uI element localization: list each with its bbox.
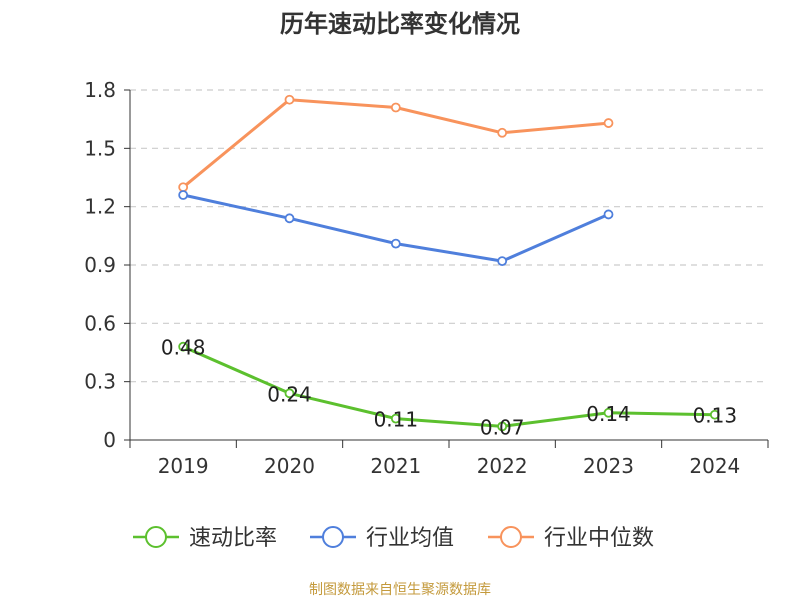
legend-item: 速动比率 [133,526,277,551]
legend: 速动比率 行业均值 行业中位数 [133,526,654,551]
data-labels: 0.48 0.24 0.11 0.07 0.14 0.13 [161,336,737,440]
data-point [390,238,401,249]
series-lines [178,94,720,432]
legend-swatch-marker [322,526,344,548]
data-label: 0.07 [480,415,525,439]
legend-swatch-marker [500,526,522,548]
series-line-2 [181,98,610,189]
chart-title: 历年速动比率变化情况 [280,10,520,38]
x-tick-label: 2019 [158,454,209,478]
x-tick-label: 2020 [264,454,315,478]
y-tick-label: 0.3 [84,370,116,394]
legend-label: 行业中位数 [544,526,654,551]
data-point [178,190,189,200]
data-label: 0.13 [693,404,738,428]
data-point [390,102,401,113]
x-tick-label: 2021 [370,454,421,478]
axes: 0 0.3 0.6 0.9 1.2 1.5 1.8 2019 2020 2021 2022 2023 2… [84,78,769,478]
y-tick-label: 1.5 [84,136,116,160]
data-point [603,118,614,128]
y-tick-label: 0.9 [84,253,116,277]
data-point [284,388,295,399]
data-point [178,341,189,352]
data-point [497,421,508,432]
legend-label: 行业均值 [366,526,454,551]
data-point [284,213,295,224]
data-label: 0.11 [374,408,419,432]
x-tick-label: 2023 [583,454,634,478]
data-point [603,209,614,220]
data-label: 0.14 [586,402,631,426]
data-point [390,413,401,424]
data-point [497,256,508,267]
data-point [178,182,189,193]
legend-item: 行业均值 [310,526,454,551]
data-point [709,409,720,420]
y-tick-label: 0 [103,428,116,452]
series-line-0 [181,345,717,428]
x-tick-label: 2024 [689,454,740,478]
gridlines [130,89,768,383]
data-label: 0.24 [267,382,312,406]
source-note: 制图数据来自恒生聚源数据库 [309,582,491,598]
series-line-1 [181,193,610,263]
data-label: 0.48 [161,336,206,360]
data-point [603,407,614,418]
x-tick-label: 2022 [477,454,528,478]
y-tick-label: 1.8 [84,78,116,102]
legend-item: 行业中位数 [488,526,654,551]
legend-label: 速动比率 [189,526,277,551]
y-tick-label: 1.2 [84,195,116,219]
data-point [497,127,508,138]
legend-swatch-marker [145,526,167,548]
y-tick-label: 0.6 [84,311,116,335]
data-point [284,94,295,105]
